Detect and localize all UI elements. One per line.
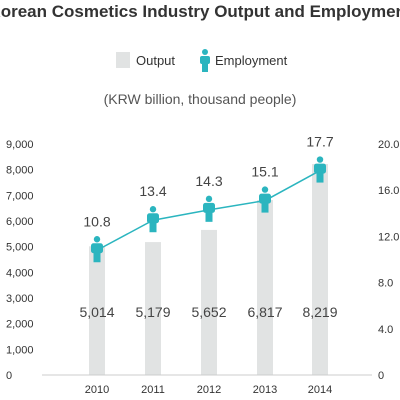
legend: Output Employment: [116, 49, 288, 72]
left-tick-label: 2,000: [6, 319, 34, 331]
employment-line: 10.8 13.4 14.3 15.1 17.7: [83, 134, 334, 263]
output-value-label: 5,014: [79, 304, 114, 320]
left-tick-label: 7,000: [6, 190, 34, 202]
employment-value-label: 17.7: [306, 134, 333, 150]
left-tick-label: 8,000: [6, 165, 34, 177]
person-icon: [200, 49, 210, 72]
right-tick-label: 0: [378, 370, 384, 382]
x-tick-label: 2013: [253, 384, 277, 396]
employment-value-label: 14.3: [195, 173, 222, 189]
output-value-label: 6,817: [247, 304, 282, 320]
employment-point: [203, 195, 215, 222]
left-axis: 0 1,000 2,000 3,000 4,000 5,000 6,000 7,000 8,00…: [6, 139, 34, 382]
x-tick-label: 2014: [308, 384, 332, 396]
left-tick-label: 4,000: [6, 267, 34, 279]
output-bar: [312, 164, 328, 375]
legend-employment-label: Employment: [215, 53, 288, 68]
employment-point: [147, 206, 159, 233]
output-bar: [257, 200, 273, 375]
right-tick-label: 4.0: [378, 324, 393, 336]
x-tick-label: 2012: [197, 384, 221, 396]
output-bars: 5,014 5,179 5,652 6,817 8,219: [79, 164, 338, 375]
right-tick-label: 12.0: [378, 231, 399, 243]
employment-point: [259, 186, 271, 213]
right-axis: 0 4.0 8.0 12.0 16.0 20.0: [378, 139, 399, 382]
employment-value-label: 15.1: [251, 164, 278, 180]
output-value-label: 5,179: [135, 304, 170, 320]
left-tick-label: 9,000: [6, 139, 34, 151]
employment-point: [314, 156, 326, 183]
employment-point: [91, 236, 103, 263]
output-bar: [145, 242, 161, 375]
left-tick-label: 3,000: [6, 293, 34, 305]
legend-output-swatch: [116, 52, 130, 68]
employment-value-label: 10.8: [83, 213, 110, 229]
left-tick-label: 0: [6, 370, 12, 382]
left-tick-label: 6,000: [6, 216, 34, 228]
legend-output-label: Output: [136, 53, 175, 68]
output-bar: [89, 246, 105, 375]
output-value-label: 5,652: [191, 304, 226, 320]
x-axis: 2010 2011 2012 2013 2014: [85, 384, 332, 396]
chart-title: Korean Cosmetics Industry Output and Emp…: [0, 2, 400, 21]
employment-value-label: 13.4: [139, 183, 166, 199]
output-value-label: 8,219: [302, 304, 337, 320]
right-tick-label: 8.0: [378, 278, 393, 290]
right-tick-label: 20.0: [378, 139, 399, 151]
x-tick-label: 2010: [85, 384, 109, 396]
left-tick-label: 5,000: [6, 242, 34, 254]
right-tick-label: 16.0: [378, 185, 399, 197]
left-tick-label: 1,000: [6, 344, 34, 356]
output-bar: [201, 229, 217, 375]
x-tick-label: 2011: [141, 384, 165, 396]
chart-subtitle: (KRW billion, thousand people): [104, 91, 297, 107]
